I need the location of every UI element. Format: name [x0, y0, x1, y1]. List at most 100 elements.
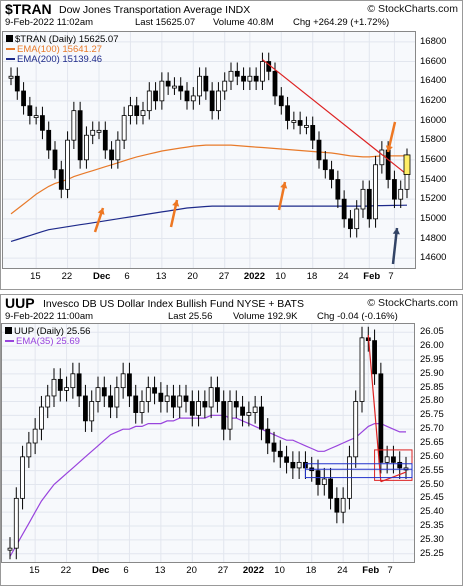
- blue-arrow-head: [392, 228, 400, 235]
- x-tick-label: 2022: [243, 271, 265, 282]
- ema-line: [9, 414, 406, 557]
- price-candle: [33, 115, 39, 118]
- orange-arrow-3-head: [280, 182, 288, 189]
- price-candle: [127, 373, 132, 397]
- price-candle: [14, 75, 20, 92]
- price-candle: [190, 95, 196, 102]
- price-candle: [366, 188, 372, 220]
- price-candle: [202, 401, 208, 408]
- price-candle: [322, 159, 328, 171]
- price-candle: [83, 395, 88, 422]
- ema-line: [10, 204, 408, 242]
- x-tick-label: Feb: [362, 565, 380, 576]
- x-tick-label: 2022: [242, 565, 264, 576]
- price-candle: [215, 387, 220, 402]
- price-candle: [240, 406, 245, 416]
- price-candle: [353, 401, 359, 458]
- uup-chart-svg: [2, 324, 414, 562]
- uup-change: Chg -0.04 (-0.16%): [317, 311, 398, 322]
- price-candle: [133, 395, 139, 413]
- price-candle: [101, 387, 107, 397]
- price-candle: [252, 406, 258, 413]
- price-candle: [65, 139, 70, 190]
- price-candle: [197, 75, 202, 97]
- uup-name: Invesco DB US Dollar Index Bullish Fund …: [43, 298, 304, 310]
- price-candle: [222, 80, 228, 92]
- price-candle: [178, 85, 184, 92]
- price-candle: [159, 80, 165, 102]
- x-tick-label: 15: [29, 565, 40, 576]
- price-candle: [121, 115, 127, 141]
- tran-panel: $TRAN Dow Jones Transportation Average I…: [0, 0, 463, 290]
- legend-swatch: [6, 58, 15, 61]
- price-candle: [152, 387, 157, 394]
- price-candle: [227, 401, 233, 430]
- legend-swatch: [6, 48, 15, 51]
- price-candle: [52, 149, 58, 171]
- tran-chart-svg: [3, 32, 415, 268]
- orange-arrow-3: [277, 181, 288, 211]
- x-tick-label: 6: [123, 565, 129, 576]
- uup-last: Last 25.56: [168, 311, 213, 322]
- price-candle: [120, 373, 126, 389]
- x-tick-label: Dec: [92, 565, 110, 576]
- price-candle: [71, 110, 77, 141]
- orange-arrow-2-head: [172, 200, 180, 207]
- price-candle: [57, 378, 63, 391]
- price-candle: [221, 401, 227, 430]
- price-candle: [340, 497, 346, 513]
- uup-date: 9-Feb-2022 11:00am: [5, 311, 94, 322]
- price-candle: [209, 90, 215, 112]
- price-candle: [51, 378, 57, 397]
- price-candle: [341, 198, 347, 220]
- price-candle: [241, 75, 246, 82]
- price-candle: [90, 129, 96, 136]
- price-candle: [265, 428, 271, 444]
- tran-name: Dow Jones Transportation Average INDX: [59, 4, 251, 16]
- y-tick-label: 25.85: [420, 381, 444, 393]
- price-candle: [228, 70, 234, 82]
- uup-header: UUP Invesco DB US Dollar Index Bullish F…: [1, 295, 462, 311]
- price-candle: [171, 395, 176, 408]
- price-candle: [134, 105, 140, 116]
- y-tick-label: 16000: [420, 114, 447, 126]
- price-candle: [296, 461, 302, 469]
- blue-box: [304, 463, 413, 479]
- price-candle: [20, 456, 25, 499]
- price-candle: [203, 75, 209, 92]
- price-candle: [64, 387, 69, 391]
- y-tick-label: 25.45: [420, 492, 444, 504]
- price-candle: [108, 395, 113, 408]
- price-candle: [259, 406, 264, 430]
- x-tick-label: 6: [124, 271, 130, 282]
- y-tick-label: 25.35: [420, 520, 444, 532]
- price-candle: [27, 105, 33, 116]
- price-candle: [77, 110, 83, 161]
- price-candle: [58, 169, 64, 190]
- y-tick-label: 15200: [420, 193, 447, 205]
- price-candle: [76, 373, 82, 397]
- x-tick-label: 22: [60, 565, 72, 576]
- y-tick-label: 15800: [420, 134, 447, 146]
- y-tick-label: 15600: [420, 153, 447, 165]
- uup-legend-price: UUP (Daily) 25.56: [5, 326, 90, 337]
- x-tick-label: 24: [338, 271, 349, 282]
- price-candle: [208, 387, 214, 408]
- price-candle: [277, 450, 283, 458]
- y-tick-label: 16600: [420, 55, 447, 67]
- tran-plot-area[interactable]: $TRAN (Daily) 15625.07 EMA(100) 15641.27…: [2, 31, 416, 269]
- orange-arrow-1: [93, 207, 105, 233]
- legend-swatch: [5, 340, 14, 343]
- price-candle: [391, 456, 396, 463]
- price-candle: [189, 401, 195, 416]
- price-candle: [165, 80, 171, 87]
- y-tick-label: 16800: [420, 35, 447, 47]
- uup-plot-area[interactable]: UUP (Daily) 25.56 EMA(35) 25.69: [1, 323, 415, 563]
- uup-legend-ema35: EMA(35) 25.69: [5, 336, 80, 347]
- price-candle: [372, 340, 377, 375]
- price-candle: [184, 90, 190, 102]
- y-tick-label: 25.90: [420, 367, 444, 379]
- y-tick-label: 25.60: [420, 450, 444, 462]
- x-tick-label: 13: [155, 271, 167, 282]
- price-candle: [379, 149, 385, 166]
